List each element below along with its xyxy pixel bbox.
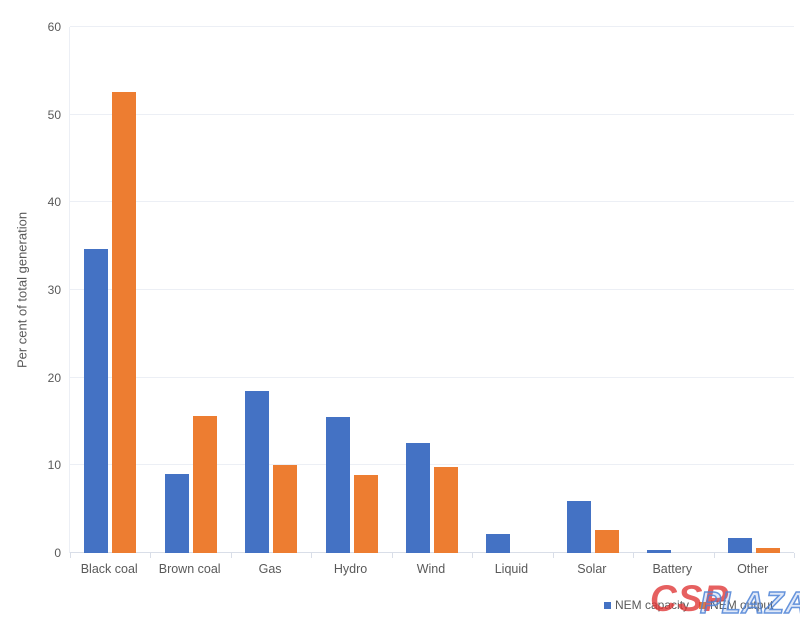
category-label: Solar bbox=[577, 562, 607, 576]
bar-group-battery bbox=[633, 27, 713, 553]
x-axis-tick bbox=[472, 553, 474, 558]
bar-group-wind bbox=[392, 27, 472, 553]
x-axis-tick bbox=[713, 553, 715, 558]
gridline-40 bbox=[70, 201, 794, 203]
category-label: Liquid bbox=[494, 562, 529, 576]
legend-label: NEM capacity bbox=[615, 598, 690, 612]
bar-nem-output bbox=[192, 416, 217, 553]
bar-group-liquid bbox=[472, 27, 552, 553]
gridline-10 bbox=[70, 464, 794, 466]
bar-group-hydro bbox=[311, 27, 391, 553]
legend: NEM capacity NEM output bbox=[604, 598, 773, 612]
bar-group-black-coal bbox=[70, 27, 150, 553]
gridline-60 bbox=[70, 26, 794, 27]
x-axis-category-labels: Black coal Brown coal Gas Hydro Wind Liquid So… bbox=[69, 562, 793, 576]
legend-item-nem-output: NEM output bbox=[699, 598, 773, 612]
y-tick-label: 20 bbox=[47, 370, 61, 385]
category-label: Other bbox=[737, 562, 769, 576]
y-tick-label: 30 bbox=[47, 283, 61, 297]
bar-nem-capacity bbox=[486, 533, 511, 553]
y-tick-label: 50 bbox=[47, 107, 61, 122]
bar-nem-capacity bbox=[727, 538, 752, 553]
x-axis-tick bbox=[150, 553, 152, 558]
bar-group-solar bbox=[553, 27, 633, 553]
plot-area bbox=[69, 26, 795, 558]
legend-item-nem-capacity: NEM capacity bbox=[604, 598, 689, 612]
x-axis-tick bbox=[794, 553, 795, 558]
category-label: Battery bbox=[652, 562, 693, 576]
gridline-30 bbox=[70, 289, 794, 290]
bar-nem-capacity bbox=[405, 443, 430, 553]
x-axis-tick bbox=[552, 553, 554, 558]
bar-nem-capacity bbox=[566, 501, 591, 553]
y-tick-label: 60 bbox=[47, 20, 61, 34]
bar-nem-output bbox=[594, 530, 619, 553]
legend-swatch bbox=[604, 601, 611, 609]
gridline-50 bbox=[70, 113, 794, 115]
bar-nem-output bbox=[112, 91, 137, 553]
bar-nem-capacity bbox=[325, 417, 350, 553]
x-axis-tick bbox=[70, 553, 71, 558]
y-tick-label: 40 bbox=[47, 195, 61, 210]
bar-nem-output bbox=[353, 474, 378, 553]
x-axis-tick bbox=[230, 553, 232, 558]
gridline-20 bbox=[70, 376, 794, 378]
y-tick-label: 0 bbox=[54, 546, 61, 560]
legend-label: NEM output bbox=[710, 598, 774, 612]
x-axis-tick bbox=[391, 553, 393, 558]
x-axis-tick bbox=[311, 553, 313, 558]
bar-group-other bbox=[714, 27, 794, 553]
bar-nem-capacity bbox=[647, 549, 672, 553]
bar-group-gas bbox=[231, 27, 311, 553]
bar-nem-output bbox=[755, 547, 780, 553]
category-label: Hydro bbox=[333, 562, 368, 576]
bar-nem-capacity bbox=[164, 474, 189, 553]
bar-nem-output bbox=[273, 465, 298, 553]
bar-group-brown-coal bbox=[150, 27, 230, 553]
category-label: Wind bbox=[416, 562, 446, 576]
bar-nem-capacity bbox=[84, 248, 109, 553]
category-label: Black coal bbox=[80, 562, 138, 576]
bar-nem-output bbox=[433, 467, 458, 553]
y-axis-tick-labels: 0 10 20 30 40 50 60 bbox=[0, 20, 61, 560]
x-axis-line bbox=[70, 552, 794, 553]
category-label: Brown coal bbox=[158, 562, 221, 576]
x-axis-tick bbox=[633, 553, 635, 558]
legend-swatch bbox=[699, 601, 707, 609]
bar-nem-capacity bbox=[245, 390, 270, 553]
category-label: Gas bbox=[258, 562, 282, 576]
y-tick-label: 10 bbox=[47, 458, 61, 473]
